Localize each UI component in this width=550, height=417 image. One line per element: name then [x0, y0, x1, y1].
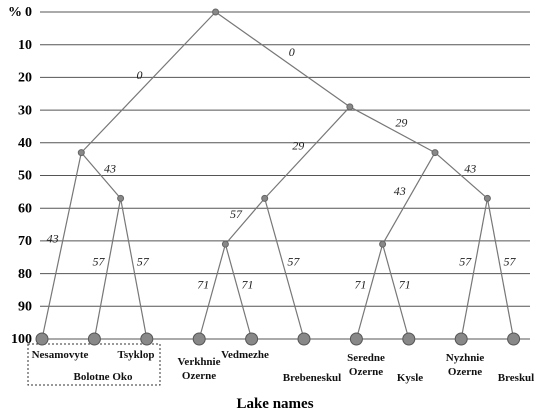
node	[261, 194, 269, 202]
edge-label: 43	[47, 232, 59, 246]
leaf-label: Tsyklop	[117, 349, 155, 361]
node	[221, 240, 229, 248]
edge-label: 71	[399, 277, 411, 291]
leaf-label: Nyzhnie Ozerne	[445, 352, 485, 378]
leaf-label: Breskul	[497, 372, 535, 384]
leaf-label: Verkhnie Ozerne	[177, 356, 221, 382]
edge-label: 0	[136, 68, 142, 82]
edge-label: 57	[459, 254, 472, 268]
node	[346, 103, 354, 111]
edge	[264, 106, 351, 199]
edge-label: 71	[355, 277, 367, 291]
leaf	[507, 332, 521, 346]
node	[379, 240, 387, 248]
y-unit: %	[8, 5, 22, 20]
edge	[198, 244, 226, 340]
edge	[264, 198, 305, 340]
edge	[41, 152, 82, 340]
edge	[434, 152, 488, 199]
leaf	[192, 332, 206, 346]
leaf	[35, 332, 49, 346]
edge-label: 57	[93, 254, 106, 268]
y-tick-label: 10	[18, 38, 32, 53]
node	[483, 194, 491, 202]
y-tick-label: 80	[18, 267, 32, 282]
edge-label: 43	[104, 161, 116, 175]
y-tick-label: 40	[18, 136, 32, 151]
edge-label: 0	[289, 45, 295, 59]
y-tick-label: 70	[18, 234, 32, 249]
edge	[80, 152, 122, 199]
node	[77, 149, 85, 157]
edge	[486, 198, 515, 340]
y-tick-label: 0	[25, 5, 32, 20]
edge-label: 57	[287, 254, 300, 268]
edge-label: 57	[504, 254, 517, 268]
leaf	[140, 332, 154, 346]
edge	[382, 244, 410, 340]
edge-label: 29	[292, 138, 304, 152]
y-tick-label: 90	[18, 300, 32, 315]
edge-label: 43	[394, 184, 406, 198]
edge-label: 71	[242, 277, 254, 291]
leaf-label: Seredne Ozerne	[347, 352, 385, 378]
edge-label: 57	[137, 254, 150, 268]
edge	[355, 244, 384, 340]
leaf	[297, 332, 311, 346]
node	[212, 8, 220, 16]
leaf-label: Vedmezhe	[221, 349, 269, 361]
node	[431, 149, 439, 157]
leaf-label: Kysle	[396, 372, 424, 384]
edge-label: 71	[197, 277, 209, 291]
edge-label: 29	[395, 115, 407, 129]
edge	[349, 106, 436, 154]
edge	[120, 198, 148, 340]
leaf	[402, 332, 416, 346]
leaf	[349, 332, 363, 346]
edge	[382, 152, 436, 245]
node	[117, 194, 125, 202]
leaf	[87, 332, 101, 346]
y-tick-label: 50	[18, 169, 32, 184]
leaf-label: Brebeneskul	[282, 372, 342, 384]
leaf	[245, 332, 259, 346]
edge	[460, 198, 488, 340]
leaf-label: Nesamovyte	[31, 349, 89, 361]
leaf-label: Bolotne Oko	[73, 371, 133, 383]
y-tick-label: 60	[18, 201, 32, 216]
edge	[80, 11, 217, 154]
edge-label: 57	[230, 207, 243, 221]
y-tick-label: 30	[18, 103, 32, 118]
edge	[224, 197, 266, 245]
edge	[93, 198, 122, 340]
leaf	[454, 332, 468, 346]
x-axis-title: Lake names	[236, 396, 314, 412]
y-tick-label: 20	[18, 71, 32, 86]
y-tick-label: 100	[11, 332, 32, 347]
edge	[215, 11, 351, 108]
edge-label: 43	[464, 161, 476, 175]
edge	[224, 244, 253, 340]
